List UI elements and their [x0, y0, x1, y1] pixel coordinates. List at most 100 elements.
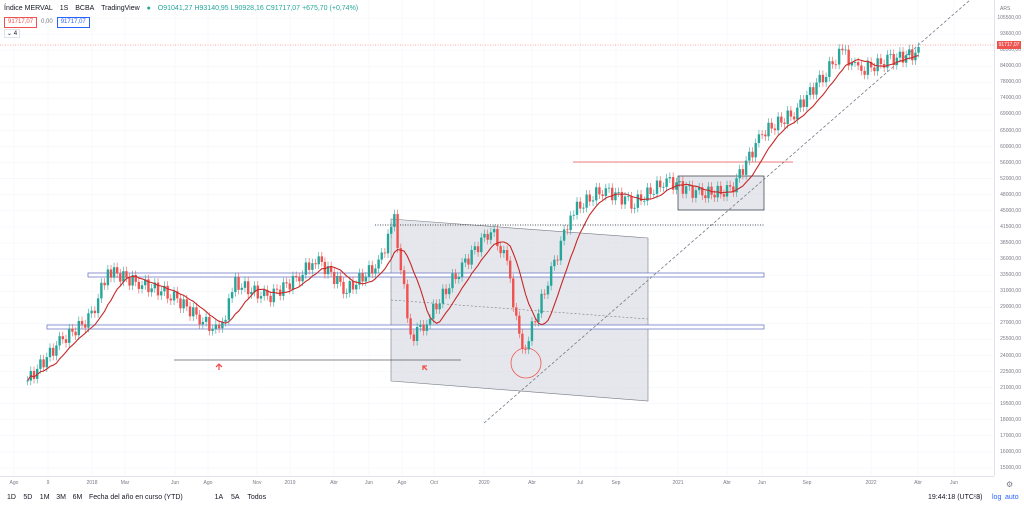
time-axis[interactable]: Ago 9 2018 Mar Jun Ago Nov 2019 Abr Jun Ago Oct 2020… [0, 476, 994, 489]
candle [256, 285, 259, 299]
candle [869, 61, 873, 68]
candle [652, 193, 656, 195]
candle [339, 275, 342, 282]
candle [662, 186, 665, 188]
candle [492, 229, 496, 233]
candle [367, 265, 371, 277]
candle [451, 273, 454, 289]
timeframe-button[interactable]: 1D [7, 494, 16, 501]
candle [710, 186, 713, 195]
candle [348, 281, 351, 293]
candle [725, 185, 729, 197]
symbol-name[interactable]: Índice MERVAL [4, 5, 53, 12]
candle [614, 192, 617, 201]
price-tick-label: 93600,00 [1000, 31, 1021, 38]
candle [569, 215, 572, 231]
gear-icon[interactable]: ⚙ [1006, 480, 1014, 489]
candle [122, 271, 125, 282]
candle [549, 266, 553, 286]
candle [518, 315, 521, 334]
timeframe-button[interactable]: 5A [231, 494, 240, 501]
candle [630, 196, 633, 209]
candle [160, 291, 163, 296]
candle [754, 143, 757, 158]
price-tick-label: 25500,00 [1000, 336, 1021, 343]
auto-toggle[interactable]: auto [1005, 494, 1019, 501]
buy-price-box[interactable]: 91717,07 [56, 17, 90, 28]
candle [172, 291, 176, 301]
candle [61, 336, 65, 340]
log-toggle[interactable]: log [992, 494, 1002, 501]
price-tick-label: 29000,00 [1000, 304, 1021, 311]
resistance-zone-upper[interactable] [87, 272, 765, 278]
timeframe-button[interactable]: 5D [23, 494, 33, 501]
time-tick-label: Abr [528, 480, 536, 486]
price-tick-label: 38500,00 [1000, 240, 1021, 246]
support-zone-lower[interactable] [46, 324, 765, 330]
candle [42, 359, 45, 368]
timeframe-button[interactable]: 1M [39, 494, 50, 501]
candle [393, 214, 396, 227]
candle [278, 289, 282, 296]
time-tick-label: 2022 [865, 480, 877, 486]
candle [125, 271, 128, 278]
candle [192, 307, 195, 317]
candle [882, 64, 886, 68]
price-tick-label: 78000,00 [1000, 79, 1021, 86]
time-tick-label: 2019 [284, 480, 296, 486]
price-tick-label: 24000,00 [1000, 352, 1021, 359]
candle [163, 285, 166, 292]
candle [655, 180, 659, 194]
candle [364, 276, 367, 282]
candle [58, 336, 61, 346]
time-tick-label: Ago [203, 480, 213, 486]
sell-price-box[interactable]: 91717,07 [4, 17, 38, 28]
clock-display[interactable]: 19:44:18 (UTC-3) [928, 494, 983, 501]
candle [496, 229, 499, 247]
candle [103, 282, 106, 286]
candle [457, 276, 461, 280]
timeframe-button[interactable]: 3M [56, 494, 66, 501]
time-tick-label: Jun [364, 480, 374, 486]
timeframe-button[interactable]: 1A [214, 494, 224, 501]
candle [115, 267, 119, 274]
timeframe-button[interactable]: Todos [247, 494, 267, 501]
candle [320, 256, 324, 262]
candle [808, 87, 812, 96]
candle [776, 116, 780, 131]
candle [486, 233, 489, 240]
candle [688, 185, 691, 187]
ohlc-value-3: C91717,07 [265, 5, 301, 12]
candle [314, 263, 317, 265]
candle [140, 285, 144, 289]
symbol-title-row[interactable]: Índice MERVAL 1S BCBA TradingView ● O910… [4, 5, 365, 12]
price-tick-label: 16000,00 [1000, 448, 1021, 455]
candle [559, 240, 563, 261]
channel-2019-2020[interactable] [390, 218, 649, 402]
price-axis[interactable]: 105500,00 93600,00 88500,00 84000,00 78000,0… [994, 0, 1024, 476]
candle [844, 49, 847, 51]
candle [502, 250, 506, 254]
price-tick-label: 56000,00 [1000, 159, 1021, 166]
candle [649, 187, 652, 195]
chart-area[interactable] [0, 0, 994, 476]
candle [80, 320, 84, 325]
candle [380, 252, 383, 260]
indicators-toggle[interactable]: ⌄ 4 [4, 29, 21, 38]
candle [773, 128, 777, 131]
candle [217, 324, 221, 329]
timeframe-button[interactable]: 6M [72, 494, 83, 501]
candle [333, 271, 336, 284]
candle [588, 194, 592, 202]
circle-low-2020 [510, 347, 542, 379]
candle [234, 276, 237, 293]
percent-toggle[interactable]: % [974, 494, 981, 501]
timeframe-button[interactable]: Fecha del año en curso (YTD) [89, 494, 183, 501]
candle [483, 233, 486, 238]
candle [741, 169, 745, 175]
candle [886, 54, 889, 68]
candle [767, 122, 770, 137]
candle [562, 229, 566, 241]
candle [595, 187, 598, 201]
candle [601, 194, 604, 196]
